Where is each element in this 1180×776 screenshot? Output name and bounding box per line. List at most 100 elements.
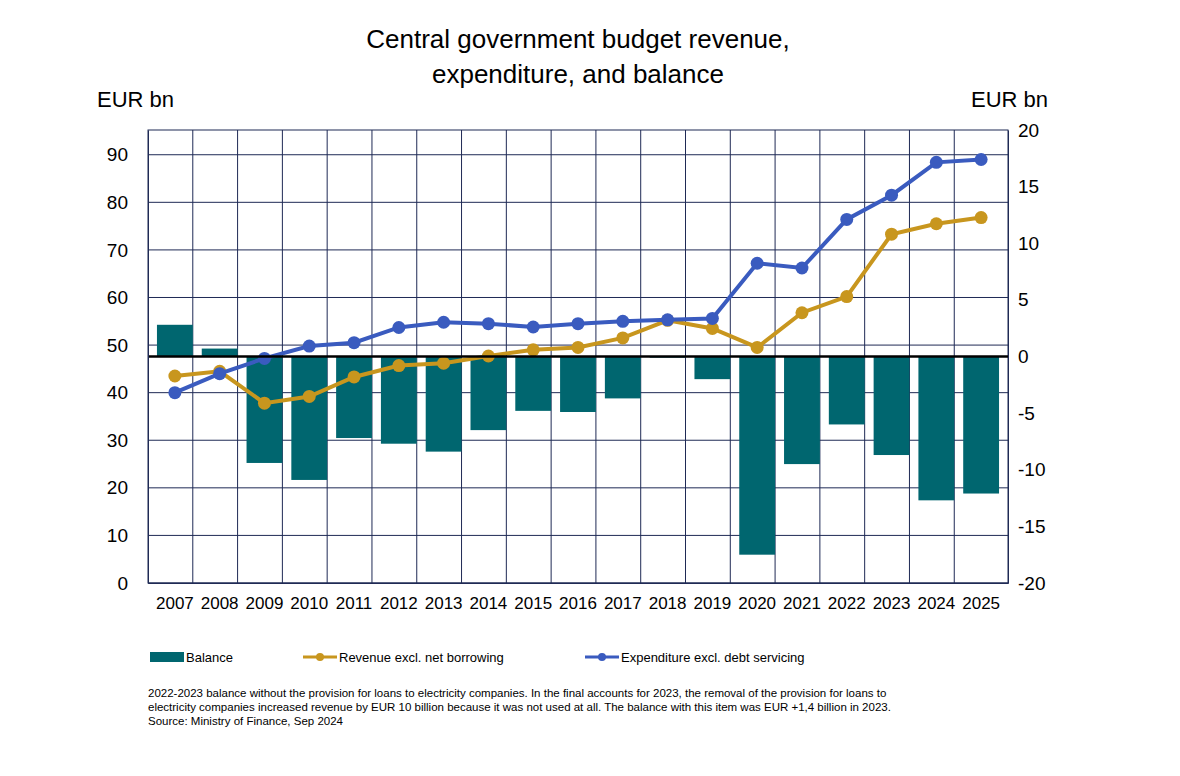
tick: 40 [107,382,148,403]
tick: 2010 [290,583,328,613]
legend-swatch [150,652,184,662]
tick-label: 30 [107,430,128,451]
marker [795,261,808,274]
tick: 2011 [336,583,373,613]
bar [515,357,551,411]
marker [392,359,405,372]
bar [157,325,193,357]
tick: 10 [1008,233,1039,254]
tick: 2025 [962,583,1000,613]
marker [348,336,361,349]
legend-marker [598,653,606,661]
chart: Central government budget revenue,expend… [0,0,1180,776]
marker [751,257,764,270]
tick: 0 [1008,346,1029,367]
tick-label: 2014 [470,594,508,613]
marker [258,397,271,410]
legend-marker [316,653,324,661]
tick-label: 2008 [201,594,239,613]
legend-item: Expenditure excl. debt servicing [585,650,805,665]
grid-line [148,535,1008,536]
footnote: 2022-2023 balance without the provision … [148,687,886,699]
tick: 2016 [559,583,597,613]
marker [348,370,361,383]
tick-label: 40 [107,382,128,403]
tick: 2008 [201,583,239,613]
tick-label: 70 [107,239,128,260]
y2-axis: -20-15-10-505101520 [1008,120,1045,594]
y-axis-title: EUR bn [97,87,174,112]
zero-line [148,355,1008,358]
marker [437,316,450,329]
tick-label: 20 [107,477,128,498]
marker [751,341,764,354]
tick: 2024 [917,583,955,613]
bar [336,357,372,439]
marker [527,343,540,356]
tick-label: 2012 [380,594,418,613]
bar [605,357,641,399]
marker [706,312,719,325]
marker [616,315,629,328]
marker [168,386,181,399]
marker [885,228,898,241]
tick-label: 2009 [246,594,284,613]
tick-label: 2024 [917,594,955,613]
marker [482,317,495,330]
axis-line [149,583,1009,584]
tick: 20 [107,477,148,498]
tick-label: 2017 [604,594,642,613]
grid [148,130,1008,583]
bar [247,357,283,463]
tick: -15 [1008,516,1045,537]
tick-label: 10 [107,525,128,546]
tick: -20 [1008,573,1045,594]
bar [291,357,327,480]
grid-line [148,154,1008,155]
bar [739,357,775,555]
tick-label: 2007 [156,594,194,613]
footnote: Source: Ministry of Finance, Sep 2024 [148,715,344,727]
y2-axis-title: EUR bn [971,87,1048,112]
legend-item: Balance [150,650,233,665]
bar [784,357,820,465]
plot-frame [148,130,1008,583]
plot-area [157,153,999,555]
y-axis: 0 10 20 30 40 50 60 70 80 90 [107,131,149,594]
bar [874,357,910,456]
tick: 10 [107,525,148,546]
marker [168,370,181,383]
grid-line [148,297,1008,298]
marker [840,290,853,303]
tick-label: 2011 [336,594,373,613]
tick: 15 [1008,176,1039,197]
axis-line [148,131,149,584]
title: expenditure, and balance [432,59,724,89]
legend-label: Balance [186,650,233,665]
tick: 2017 [604,583,642,613]
tick: 2014 [470,583,508,613]
bar [829,357,865,425]
marker [616,331,629,344]
tick: 60 [107,287,148,308]
legend-label: Revenue excl. net borrowing [339,650,504,665]
tick: 30 [107,430,148,451]
marker [303,340,316,353]
tick-label: 0 [117,573,128,594]
tick: 2023 [873,583,911,613]
bar [963,357,999,494]
tick-label: 80 [107,192,128,213]
bar [694,357,730,380]
marker [213,367,226,380]
tick: 70 [107,239,148,260]
tick: 2022 [828,583,866,613]
tick: 50 [107,335,148,356]
tick-label: 0 [1018,346,1029,367]
tick: 2021 [783,583,821,613]
marker [258,352,271,365]
tick-label: 50 [107,335,128,356]
line [175,218,981,404]
bar [426,357,462,452]
tick: 90 [107,144,148,165]
grid-line [148,487,1008,488]
